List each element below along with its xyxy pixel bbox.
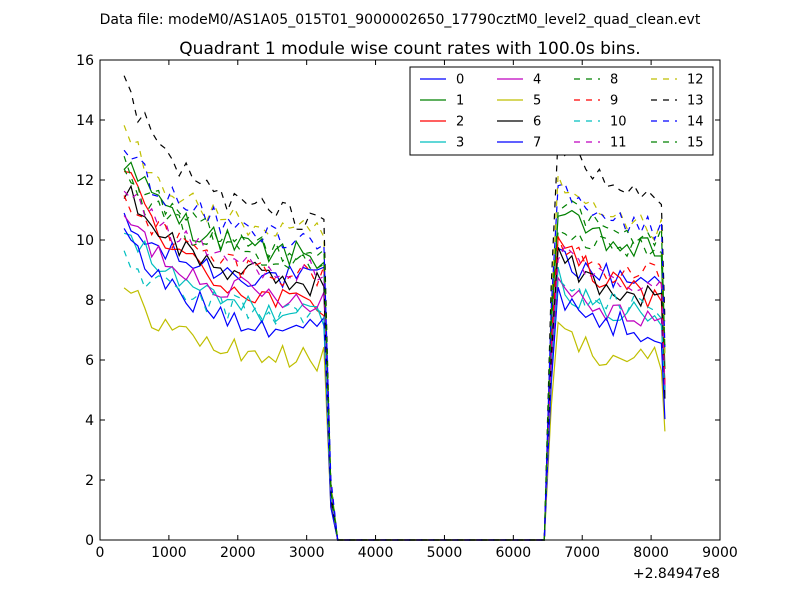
series-line-11 [123, 190, 666, 541]
legend-label-2: 2 [456, 115, 464, 130]
x-tick-label: 9000 [702, 545, 738, 561]
x-tick-label: 4000 [358, 545, 394, 561]
legend-label-14: 14 [687, 115, 704, 130]
legend-label-6: 6 [533, 115, 541, 130]
legend-label-7: 7 [533, 136, 541, 151]
legend-label-15: 15 [687, 136, 704, 151]
series-line-4 [123, 215, 666, 541]
legend-label-4: 4 [533, 73, 541, 88]
series-line-8 [123, 168, 666, 541]
chart-title: Quadrant 1 module wise count rates with … [179, 39, 640, 59]
legend-label-1: 1 [456, 94, 464, 109]
x-tick-label: 8000 [633, 545, 669, 561]
x-offset-label: +2.84947e8 [633, 566, 720, 582]
legend-label-3: 3 [456, 136, 464, 151]
x-tick-label: 1000 [151, 545, 187, 561]
series-line-15 [123, 156, 666, 541]
legend-box [409, 66, 714, 156]
legend-label-9: 9 [610, 94, 618, 109]
axis-ticks: 0 1000 2000 3000 4000 5000 6000 7000 8000 9000 0 2 4… [76, 53, 738, 561]
x-tick-label: 3000 [289, 545, 325, 561]
series-line-12 [123, 125, 666, 541]
legend-label-10: 10 [610, 115, 627, 130]
x-tick-label: 6000 [496, 545, 532, 561]
y-tick-label: 12 [76, 173, 94, 189]
x-tick-label: 2000 [220, 545, 256, 561]
series-line-6 [123, 184, 666, 541]
legend-label-13: 13 [687, 94, 704, 109]
legend-label-5: 5 [533, 94, 541, 109]
y-tick-label: 4 [85, 413, 94, 429]
y-tick-label: 2 [85, 473, 94, 489]
y-tick-label: 0 [85, 533, 94, 549]
y-tick-label: 8 [85, 293, 94, 309]
legend-label-12: 12 [687, 73, 704, 88]
x-tick-label: 0 [96, 545, 105, 561]
series-line-9 [123, 195, 666, 541]
series-line-13 [123, 75, 666, 541]
legend-label-11: 11 [610, 136, 627, 151]
y-tick-label: 6 [85, 353, 94, 369]
series-line-5 [123, 287, 666, 541]
series-line-0 [123, 212, 666, 541]
series-line-3 [123, 232, 666, 541]
x-tick-label: 5000 [427, 545, 463, 561]
x-tick-label: 7000 [564, 545, 600, 561]
legend-label-0: 0 [456, 73, 464, 88]
series-line-10 [123, 250, 666, 541]
series-line-14 [123, 149, 666, 541]
legend-label-8: 8 [610, 73, 618, 88]
y-tick-label: 16 [76, 53, 94, 69]
y-tick-label: 14 [76, 113, 94, 129]
y-tick-label: 10 [76, 233, 94, 249]
figure-suptitle: Data file: modeM0/AS1A05_015T01_90000026… [100, 12, 701, 28]
